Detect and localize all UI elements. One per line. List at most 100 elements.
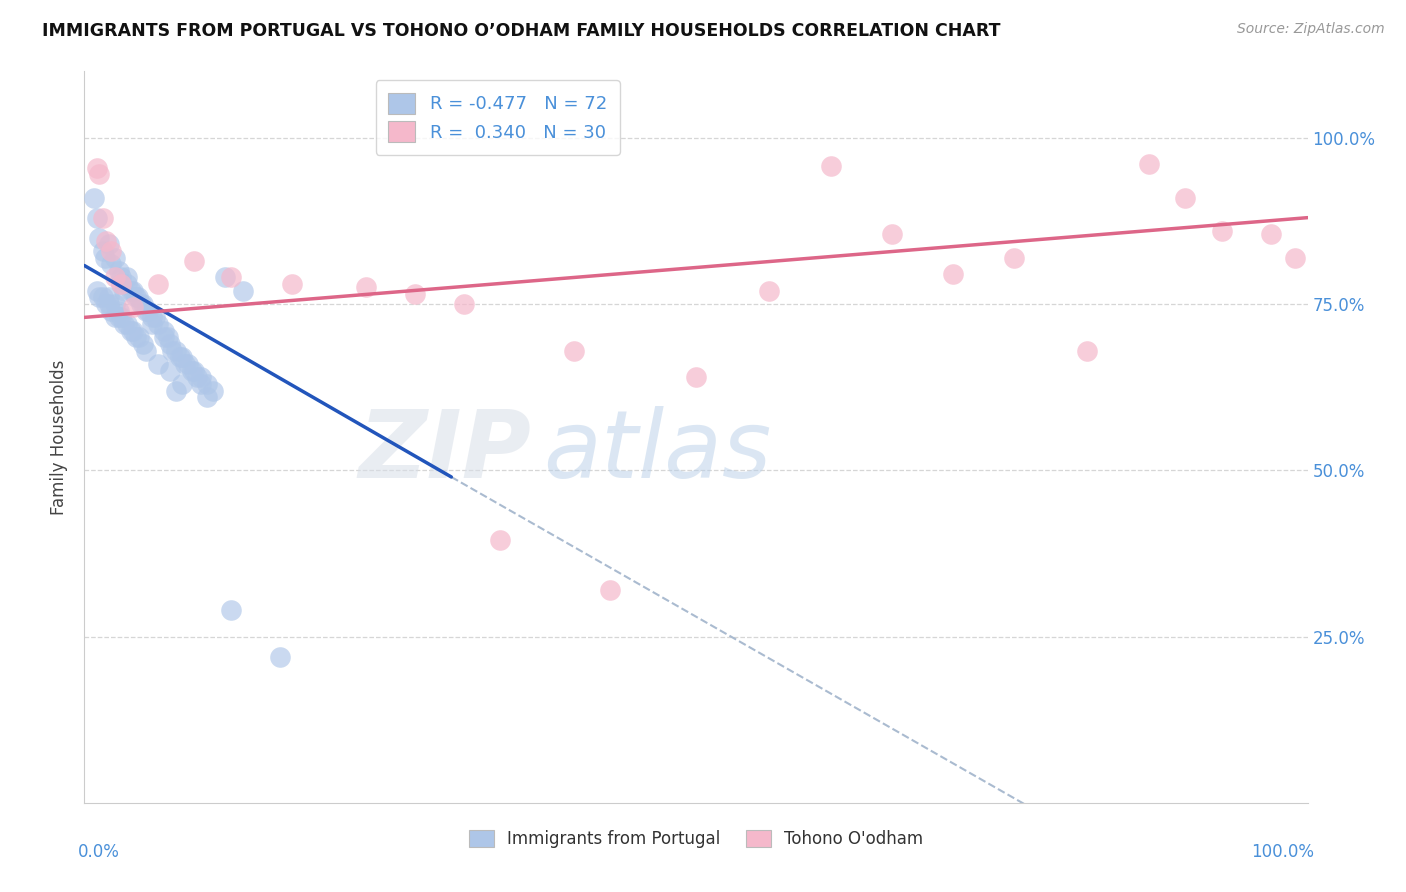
Point — [129, 297, 152, 311]
Point — [165, 343, 187, 358]
Point — [115, 270, 138, 285]
Point — [112, 317, 135, 331]
Point — [110, 277, 132, 292]
Point — [190, 370, 212, 384]
Point — [94, 251, 117, 265]
Point — [232, 284, 254, 298]
Point — [107, 264, 129, 278]
Text: 0.0%: 0.0% — [79, 843, 120, 861]
Point — [132, 337, 155, 351]
Point — [156, 330, 179, 344]
Point — [1284, 251, 1306, 265]
Point — [104, 297, 127, 311]
Point — [91, 244, 114, 258]
Point — [177, 357, 200, 371]
Point — [86, 284, 108, 298]
Text: ZIP: ZIP — [359, 406, 531, 498]
Point — [165, 384, 187, 398]
Point — [100, 303, 122, 318]
Text: Source: ZipAtlas.com: Source: ZipAtlas.com — [1237, 22, 1385, 37]
Point — [127, 290, 149, 304]
Point — [183, 363, 205, 377]
Point — [86, 211, 108, 225]
Point — [172, 351, 194, 365]
Point — [120, 324, 142, 338]
Point — [354, 280, 377, 294]
Point — [91, 290, 114, 304]
Point — [159, 363, 181, 377]
Point — [83, 191, 105, 205]
Point — [489, 533, 512, 548]
Point — [135, 343, 157, 358]
Point — [186, 370, 208, 384]
Point — [100, 244, 122, 258]
Point — [87, 230, 110, 244]
Point — [201, 384, 224, 398]
Point — [135, 303, 157, 318]
Point — [110, 270, 132, 285]
Point — [141, 310, 163, 325]
Point — [141, 317, 163, 331]
Point — [122, 324, 145, 338]
Point — [758, 284, 780, 298]
Point — [599, 582, 621, 597]
Point — [183, 253, 205, 268]
Point — [1002, 251, 1025, 265]
Point — [125, 290, 148, 304]
Point — [269, 649, 291, 664]
Point — [1174, 191, 1197, 205]
Point — [146, 317, 169, 331]
Point — [1260, 227, 1282, 242]
Point — [97, 237, 120, 252]
Point — [115, 317, 138, 331]
Y-axis label: Family Households: Family Households — [51, 359, 69, 515]
Point — [1076, 343, 1098, 358]
Point — [219, 270, 242, 285]
Point — [153, 324, 176, 338]
Point — [880, 227, 903, 242]
Point — [107, 310, 129, 325]
Point — [122, 301, 145, 315]
Point — [404, 287, 426, 301]
Legend: Immigrants from Portugal, Tohono O'odham: Immigrants from Portugal, Tohono O'odham — [461, 822, 931, 856]
Point — [128, 330, 150, 344]
Point — [86, 161, 108, 175]
Point — [942, 267, 965, 281]
Text: atlas: atlas — [543, 406, 772, 497]
Point — [281, 277, 304, 292]
Point — [159, 337, 181, 351]
Text: 100.0%: 100.0% — [1251, 843, 1313, 861]
Point — [453, 297, 475, 311]
Point — [112, 284, 135, 298]
Point — [685, 370, 707, 384]
Point — [169, 351, 191, 365]
Point — [107, 303, 129, 318]
Point — [91, 211, 114, 225]
Point — [146, 357, 169, 371]
Point — [195, 390, 218, 404]
Point — [122, 284, 145, 298]
Point — [115, 277, 138, 292]
Point — [190, 376, 212, 391]
Point — [153, 330, 176, 344]
Point — [97, 297, 120, 311]
Point — [214, 270, 236, 285]
Point — [1137, 157, 1160, 171]
Point — [97, 290, 120, 304]
Point — [96, 234, 118, 248]
Point — [219, 603, 242, 617]
Point — [162, 343, 184, 358]
Point — [100, 257, 122, 271]
Point — [87, 168, 110, 182]
Point — [96, 297, 118, 311]
Point — [132, 297, 155, 311]
Point — [110, 310, 132, 325]
Point — [172, 376, 194, 391]
Text: IMMIGRANTS FROM PORTUGAL VS TOHONO O’ODHAM FAMILY HOUSEHOLDS CORRELATION CHART: IMMIGRANTS FROM PORTUGAL VS TOHONO O’ODH… — [42, 22, 1001, 40]
Point — [87, 290, 110, 304]
Point — [562, 343, 585, 358]
Point — [143, 310, 166, 325]
Point — [104, 270, 127, 285]
Point — [125, 330, 148, 344]
Point — [120, 284, 142, 298]
